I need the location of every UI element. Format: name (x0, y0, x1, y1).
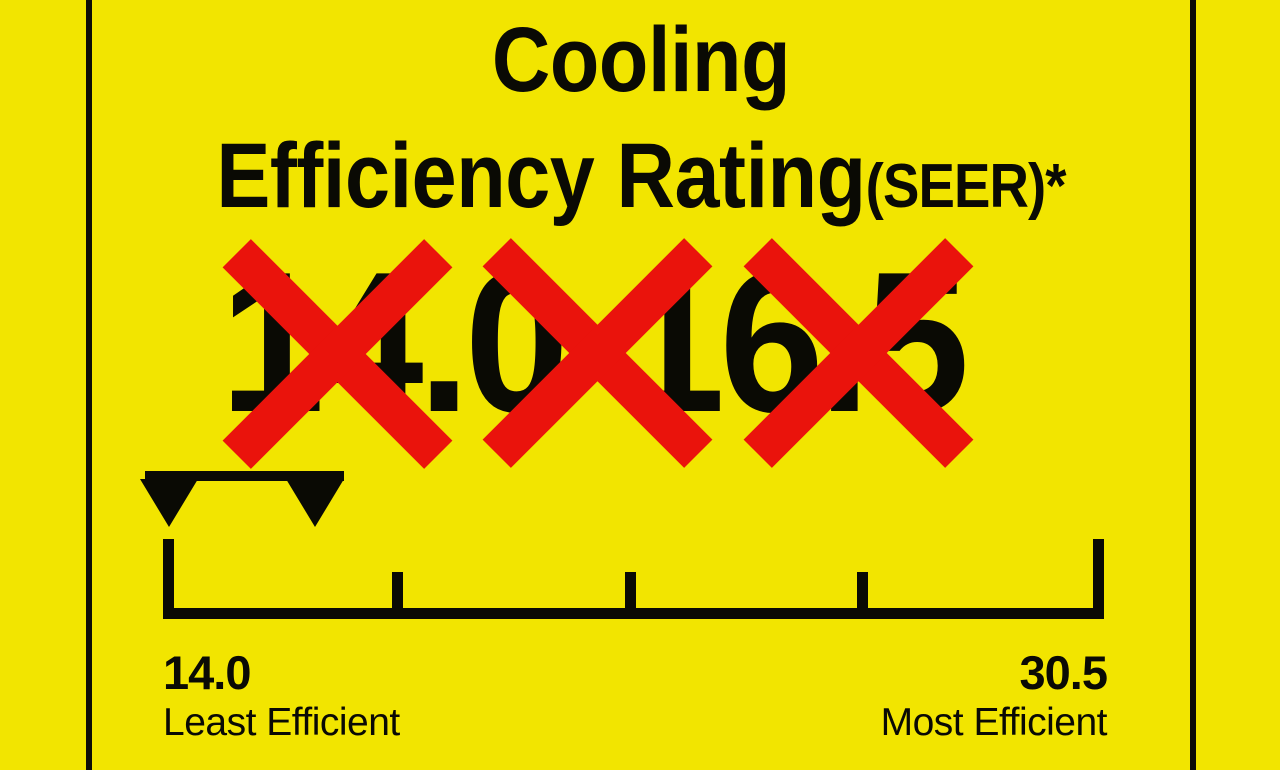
scale-high-caption: Most Efficient (880, 701, 1108, 744)
axis-tick-2 (625, 572, 636, 619)
efficiency-scale-axis (163, 539, 1104, 633)
axis-tick-4 (1093, 539, 1104, 619)
scale-high-value: 30.5 (1019, 646, 1108, 699)
seer-suffix-text: (SEER)* (865, 152, 1067, 221)
axis-tick-0 (163, 539, 174, 619)
scale-low-caption: Least Efficient (163, 701, 400, 744)
axis-tick-3 (857, 572, 868, 619)
headline-efficiency-rating-text: Efficiency Rating (216, 125, 866, 227)
rating-value: 14.0-16.5 (220, 231, 969, 454)
headline-line-efficiency-rating: Efficiency Rating(SEER)* (158, 130, 1124, 222)
label-left-border (86, 0, 92, 770)
range-pointer-triangle-low-icon (140, 479, 198, 527)
range-pointer-indicator (140, 471, 344, 527)
scale-endpoint-least: 14.0 Least Efficient (163, 648, 400, 748)
axis-tick-1 (392, 572, 403, 619)
range-pointer-connector (145, 471, 344, 481)
scale-low-value: 14.0 (163, 646, 251, 699)
scale-endpoint-most: 30.5 Most Efficient (880, 646, 1108, 748)
label-right-border (1190, 0, 1196, 770)
range-pointer-triangle-high-icon (286, 479, 344, 527)
headline-line-cooling: Cooling (491, 9, 791, 111)
